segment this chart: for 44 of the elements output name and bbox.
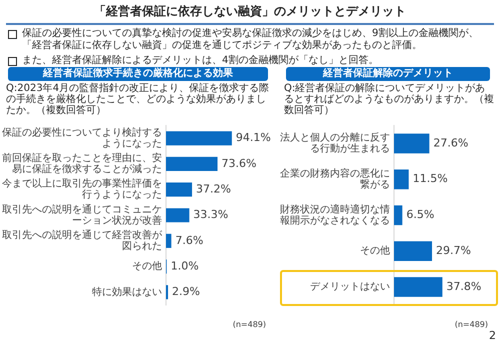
bar [166, 156, 218, 172]
y-tick-label: その他 [132, 260, 162, 272]
chart-subtitle: Q:経営者保証の解除についてデメリットがあるとすればどのようなものがありますか。（複数回答可） [284, 83, 494, 116]
text: また、経営者保証解除によるデメリットは、4割の金融機関が「なし」と回答。 [22, 55, 378, 67]
data-label: 11.5% [412, 172, 448, 186]
bar [394, 134, 430, 154]
text: (n=489) [454, 320, 489, 329]
bar [166, 208, 190, 222]
y-tick-label: その他 [360, 244, 390, 257]
bar [394, 169, 409, 190]
y-tick-label: 取引先への説明を通じてコミュニケーション状況が改善 [2, 203, 162, 226]
chart-title: 経営者保証徴求手続きの厳格化による効果 [8, 67, 268, 81]
data-label: 7.6% [175, 234, 204, 247]
y-tick-label: 特に効果はない [92, 286, 162, 298]
data-label: 37.8% [446, 280, 482, 293]
bar [166, 131, 232, 146]
text: (n=489) [232, 320, 267, 329]
y-tick-label: 前回保証を取ったことを理由に、安易に保証を徴求することが減った [2, 152, 162, 176]
data-label: 33.3% [193, 208, 228, 222]
y-tick-label: 取引先への説明を通じて経営改善が図られた [2, 228, 163, 252]
bar [166, 182, 192, 197]
data-label: 29.7% [436, 244, 471, 258]
bar [394, 205, 402, 226]
data-label: 37.2% [196, 182, 231, 196]
text: 2 [489, 329, 496, 342]
y-tick-label: デメリットはない [310, 282, 390, 293]
text: 「経営者保証に依存しない融資」のメリットとデメリット [6, 0, 494, 25]
text: 保証の必要性についての真摯な検討の促進や安易な保証徴求の減少をはじめ、9割以上の金融機関が、「経営者保証に依存しない融資」の促進を通じてポジティブな効果があったものと評価。 [22, 28, 480, 52]
chart-title: 経営者保証解除のデメリット [286, 67, 490, 81]
data-label: 27.6% [433, 136, 468, 150]
data-label: 6.5% [406, 208, 434, 222]
y-tick-label: 今まで以上に取引先の事業性評価を行うようになった [2, 178, 162, 201]
bar [166, 234, 172, 248]
y-tick-label: 保証の必要性についてより検討するようになった [2, 126, 162, 150]
bar [394, 241, 432, 262]
data-label: 94.1% [236, 131, 271, 144]
y-tick-label: 財務状況の適時適切な情報開示がなされなくなる [280, 203, 390, 226]
data-label: 2.9% [172, 285, 200, 298]
y-tick-label: 企業の財務内容の悪化に繋がる [280, 167, 390, 190]
bar [394, 277, 442, 297]
y-tick-label: 法人と個人の分離に反する行動が生まれる [280, 132, 390, 155]
chart-subtitle: Q:2023年4月の監督指針の改正により、保証を徴求する際の手続きを厳格化したことで、どのような効果がありましたか。（複数回答可） [6, 83, 270, 116]
data-label: 1.0% [170, 259, 199, 272]
data-label: 73.6% [222, 156, 256, 170]
